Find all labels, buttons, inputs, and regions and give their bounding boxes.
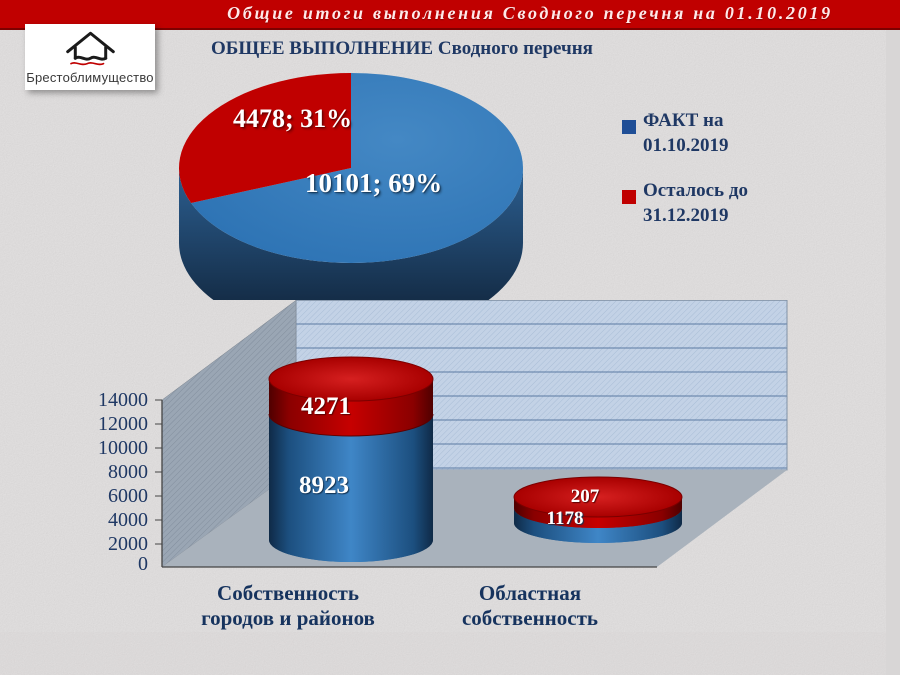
svg-text:городов и районов: городов и районов bbox=[201, 606, 375, 630]
svg-text:207: 207 bbox=[571, 486, 600, 507]
svg-text:2000: 2000 bbox=[108, 533, 148, 555]
svg-text:8923: 8923 bbox=[299, 472, 349, 499]
svg-text:14000: 14000 bbox=[98, 389, 148, 411]
svg-text:0: 0 bbox=[138, 553, 148, 575]
svg-text:6000: 6000 bbox=[108, 485, 148, 507]
svg-text:1178: 1178 bbox=[547, 508, 584, 529]
svg-text:собственность: собственность bbox=[462, 606, 598, 630]
svg-text:Собственность: Собственность bbox=[217, 581, 359, 605]
svg-text:10000: 10000 bbox=[98, 437, 148, 459]
svg-text:4271: 4271 bbox=[301, 393, 351, 420]
svg-text:Областная: Областная bbox=[479, 581, 581, 605]
svg-text:8000: 8000 bbox=[108, 461, 148, 483]
svg-text:4000: 4000 bbox=[108, 509, 148, 531]
svg-text:12000: 12000 bbox=[98, 413, 148, 435]
